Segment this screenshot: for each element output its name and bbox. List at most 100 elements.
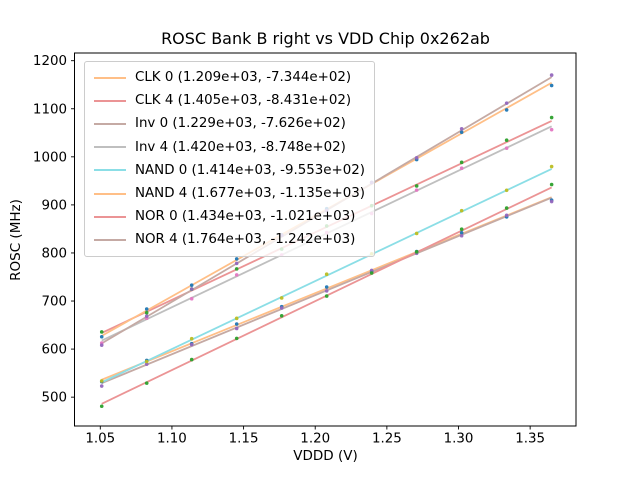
legend-label: Inv 4 (1.420e+03, -8.748e+02) bbox=[135, 139, 346, 155]
legend-item: NAND 0 (1.414e+03, -9.553e+02) bbox=[94, 159, 365, 182]
legend-line-swatch bbox=[94, 215, 126, 218]
data-point-nor-0 bbox=[459, 227, 464, 232]
legend-line-swatch bbox=[94, 169, 126, 172]
legend-label: NAND 0 (1.414e+03, -9.553e+02) bbox=[135, 162, 365, 178]
legend-item: CLK 4 (1.405e+03, -8.431e+02) bbox=[94, 89, 365, 112]
data-point-inv-0 bbox=[279, 306, 284, 310]
data-point-nor-4 bbox=[189, 287, 194, 291]
data-point-inv-0 bbox=[369, 268, 374, 273]
data-point-inv-0 bbox=[459, 233, 464, 238]
x-tick-label: 1.25 bbox=[372, 432, 402, 447]
y-tick-label: 500 bbox=[41, 391, 67, 406]
y-tick-label: 900 bbox=[41, 198, 67, 213]
data-point-nand-4 bbox=[234, 257, 239, 261]
data-point-clk-4 bbox=[144, 310, 149, 315]
data-point-nand-4 bbox=[459, 130, 464, 135]
data-point-nand-4 bbox=[504, 108, 509, 112]
data-point-nand-4 bbox=[144, 307, 149, 311]
y-tick-label: 700 bbox=[41, 295, 67, 310]
data-point-nand-4 bbox=[189, 283, 194, 287]
data-point-nand-0 bbox=[99, 379, 104, 383]
data-point-nand-0 bbox=[279, 296, 284, 300]
data-point-clk-0 bbox=[459, 230, 464, 235]
legend-label: CLK 4 (1.405e+03, -8.431e+02) bbox=[135, 93, 352, 109]
legend-label: NOR 4 (1.764e+03, -1.242e+03) bbox=[135, 232, 356, 248]
legend-line-swatch bbox=[94, 146, 126, 149]
legend-item: NOR 0 (1.434e+03, -1.021e+03) bbox=[94, 205, 365, 228]
legend-line-swatch bbox=[94, 192, 126, 195]
y-tick-label: 1100 bbox=[33, 102, 67, 117]
data-point-inv-4 bbox=[459, 166, 464, 171]
data-point-nand-0 bbox=[414, 231, 419, 236]
data-point-nor-0 bbox=[414, 250, 419, 254]
data-point-nor-0 bbox=[549, 182, 554, 187]
legend: CLK 0 (1.209e+03, -7.344e+02) CLK 4 (1.40… bbox=[84, 61, 375, 257]
data-point-nand-0 bbox=[234, 316, 239, 321]
data-point-nor-4 bbox=[549, 73, 554, 77]
y-tick-label: 600 bbox=[41, 343, 67, 358]
x-tick-label: 1.30 bbox=[444, 432, 474, 447]
x-tick-label: 1.15 bbox=[229, 432, 259, 447]
data-point-nor-0 bbox=[99, 404, 104, 409]
data-point-inv-0 bbox=[99, 384, 104, 388]
x-tick-label: 1.05 bbox=[85, 432, 115, 447]
legend-line-swatch bbox=[94, 238, 126, 241]
legend-label: NAND 4 (1.677e+03, -1.135e+03) bbox=[135, 186, 365, 202]
chart-title: ROSC Bank B right vs VDD Chip 0x262ab bbox=[161, 29, 490, 48]
legend-item: NAND 4 (1.677e+03, -1.135e+03) bbox=[94, 182, 365, 205]
data-point-inv-0 bbox=[324, 289, 329, 293]
data-point-clk-4 bbox=[504, 138, 509, 142]
data-point-nand-0 bbox=[504, 188, 509, 193]
data-point-inv-4 bbox=[234, 273, 239, 277]
data-point-nor-4 bbox=[504, 101, 509, 105]
data-point-inv-4 bbox=[189, 296, 194, 301]
data-point-nor-0 bbox=[144, 381, 149, 385]
data-point-clk-4 bbox=[459, 160, 464, 165]
data-point-nor-4 bbox=[234, 261, 239, 266]
data-point-clk-0 bbox=[324, 285, 329, 289]
legend-label: NOR 0 (1.434e+03, -1.021e+03) bbox=[135, 209, 356, 225]
legend-line-swatch bbox=[94, 76, 126, 79]
data-point-nor-0 bbox=[369, 271, 374, 275]
data-point-nor-4 bbox=[414, 156, 419, 160]
legend-line-swatch bbox=[94, 99, 126, 102]
data-point-nor-0 bbox=[234, 336, 239, 341]
data-point-inv-0 bbox=[234, 326, 239, 331]
data-point-nor-0 bbox=[324, 294, 329, 298]
x-axis-label: VDDD (V) bbox=[293, 448, 358, 464]
data-point-nor-0 bbox=[504, 206, 509, 210]
data-point-nor-4 bbox=[144, 314, 149, 318]
x-tick-label: 1.10 bbox=[157, 432, 187, 447]
legend-label: Inv 0 (1.229e+03, -7.626e+02) bbox=[135, 116, 346, 132]
x-tick-label: 1.35 bbox=[515, 432, 545, 447]
data-point-clk-4 bbox=[234, 267, 239, 271]
data-point-inv-0 bbox=[549, 199, 554, 204]
data-point-nor-4 bbox=[459, 127, 464, 131]
data-point-inv-4 bbox=[549, 127, 554, 132]
x-tick-label: 1.20 bbox=[300, 432, 330, 447]
data-point-inv-0 bbox=[189, 342, 194, 347]
data-point-nand-4 bbox=[549, 83, 554, 88]
data-point-nor-0 bbox=[279, 313, 284, 318]
legend-line-swatch bbox=[94, 122, 126, 125]
legend-item: NOR 4 (1.764e+03, -1.242e+03) bbox=[94, 228, 365, 251]
data-point-nand-0 bbox=[189, 336, 194, 341]
legend-label: CLK 0 (1.209e+03, -7.344e+02) bbox=[135, 70, 352, 86]
data-point-clk-0 bbox=[234, 322, 239, 326]
data-point-clk-4 bbox=[549, 115, 554, 120]
y-tick-label: 800 bbox=[41, 246, 67, 261]
legend-item: Inv 0 (1.229e+03, -7.626e+02) bbox=[94, 112, 365, 135]
y-tick-label: 1000 bbox=[33, 150, 67, 165]
data-point-inv-0 bbox=[144, 362, 149, 366]
data-point-inv-4 bbox=[414, 188, 419, 192]
data-point-nand-0 bbox=[549, 164, 554, 169]
data-point-nand-0 bbox=[144, 359, 149, 364]
y-axis-label: ROSC (MHz) bbox=[8, 199, 24, 281]
data-point-nand-4 bbox=[99, 334, 104, 339]
data-point-inv-4 bbox=[504, 146, 509, 151]
data-point-clk-4 bbox=[99, 330, 104, 334]
data-point-clk-4 bbox=[414, 184, 419, 188]
legend-item: CLK 0 (1.209e+03, -7.344e+02) bbox=[94, 66, 365, 89]
axes-frame bbox=[74, 52, 577, 427]
